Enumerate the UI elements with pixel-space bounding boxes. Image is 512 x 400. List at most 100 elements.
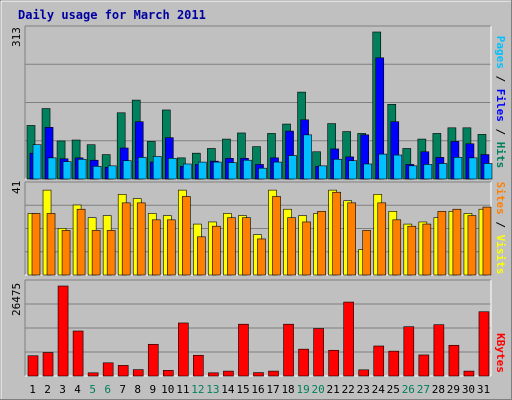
pages-bar xyxy=(468,157,478,180)
kbytes-bar xyxy=(418,354,430,377)
kbytes-bar xyxy=(268,370,279,377)
pages-bar xyxy=(167,158,177,180)
day-label: 15 xyxy=(236,383,249,396)
sites-bar xyxy=(407,225,417,276)
pages-bar xyxy=(228,162,237,180)
kbytes-bar xyxy=(448,344,460,377)
side-legend-text: Sites / Visits xyxy=(494,182,507,275)
pages-bar xyxy=(243,159,252,180)
pages-bar xyxy=(333,158,342,180)
day-label: 13 xyxy=(206,383,219,396)
pages-bar xyxy=(62,161,72,180)
sites-bar xyxy=(76,208,86,276)
day-label: 2 xyxy=(44,383,51,396)
kbytes-bar xyxy=(117,365,129,377)
pages-files-hits-legend: Pages / Files / Hits xyxy=(494,36,507,169)
kbytes-bar xyxy=(147,343,159,377)
sites-visits-panel xyxy=(24,181,492,276)
pages-bar xyxy=(393,154,403,180)
sites-bar xyxy=(121,202,131,276)
pages-bar xyxy=(198,161,207,180)
sites-bar xyxy=(332,191,341,276)
day-label: 23 xyxy=(357,383,370,396)
pages-bar xyxy=(92,166,102,180)
pages-bar xyxy=(438,163,448,180)
kbytes-bar xyxy=(87,372,99,377)
sites-bar xyxy=(136,202,146,276)
kbytes-bar xyxy=(253,372,264,377)
pages-bar xyxy=(152,156,162,180)
kbytes-bar xyxy=(343,301,354,377)
day-label: 5 xyxy=(89,383,96,396)
sites-bar xyxy=(302,221,311,276)
day-label: 20 xyxy=(312,383,325,396)
legend-segment: Files xyxy=(494,89,507,122)
sites-bar xyxy=(197,236,206,276)
sites-bar xyxy=(106,230,116,276)
sites-bar xyxy=(166,219,176,276)
kbytes-bar xyxy=(178,322,189,377)
day-axis-labels: 1 2 3 4 5 6 7 8 9 10 11 12 13 14 15 16 17 18 19 20 21 22 23 24 2… xyxy=(29,383,490,396)
pages-bar xyxy=(348,160,357,180)
pages-bar xyxy=(288,155,297,180)
pages-bar xyxy=(122,160,132,180)
side-legend-text: Pages / Files / Hits xyxy=(494,36,507,169)
kbytes-bar xyxy=(478,311,490,377)
kbytes-axis-max-label: 26475 xyxy=(10,283,23,316)
kbytes-bar xyxy=(132,369,144,377)
pages-bar xyxy=(137,157,147,180)
pages-bar xyxy=(318,165,327,180)
kbytes-bar xyxy=(388,350,400,377)
sites-bar xyxy=(482,206,492,276)
kbytes-bar xyxy=(72,330,84,377)
day-label: 7 xyxy=(119,383,126,396)
day-label: 22 xyxy=(342,383,355,396)
day-label: 1 xyxy=(29,383,36,396)
sites-bar xyxy=(452,208,462,276)
sites-bar xyxy=(151,219,161,276)
day-label: 26 xyxy=(402,383,415,396)
chart-title: Daily usage for March 2011 xyxy=(18,8,206,22)
sites-visits-legend: Sites / Visits xyxy=(494,182,507,275)
pages-bar xyxy=(408,165,418,180)
pages-bar xyxy=(258,167,267,180)
day-label: 21 xyxy=(327,383,340,396)
sites-bar xyxy=(467,215,477,276)
pages-bar xyxy=(107,165,117,180)
day-label: 11 xyxy=(176,383,189,396)
pages-bar xyxy=(378,153,388,180)
kbytes-bar xyxy=(102,362,114,377)
pages-bar xyxy=(273,161,282,180)
sites-bar xyxy=(437,211,447,276)
day-label: 6 xyxy=(104,383,111,396)
kbytes-bar xyxy=(208,372,219,377)
kbytes-bar xyxy=(358,369,370,377)
pages-bar xyxy=(453,157,463,180)
sites-bar xyxy=(31,213,41,276)
day-label: 24 xyxy=(372,383,386,396)
hits-axis-max-label: 313 xyxy=(10,27,23,47)
legend-segment: KBytes xyxy=(494,333,507,373)
day-label: 9 xyxy=(149,383,156,396)
day-label: 14 xyxy=(221,383,235,396)
pages-bar xyxy=(303,134,312,180)
sites-bar xyxy=(362,230,372,276)
kbytes-bar xyxy=(313,328,324,377)
pages-bar xyxy=(423,164,433,180)
kbytes-legend: KBytes xyxy=(494,333,507,373)
kbytes-bar xyxy=(193,354,204,377)
sites-bar xyxy=(227,217,236,276)
pages-bar xyxy=(32,144,42,180)
sites-bar xyxy=(377,202,387,276)
kbytes-bar xyxy=(57,285,69,377)
side-legend-text: KBytes xyxy=(494,333,507,373)
kbytes-bar xyxy=(328,349,339,377)
legend-segment: / xyxy=(494,69,507,89)
day-label: 17 xyxy=(266,383,279,396)
legend-segment: / xyxy=(494,122,507,142)
sites-bar xyxy=(347,202,356,276)
day-label: 10 xyxy=(161,383,174,396)
pages-bar xyxy=(47,157,57,180)
pages-bar xyxy=(183,163,192,180)
